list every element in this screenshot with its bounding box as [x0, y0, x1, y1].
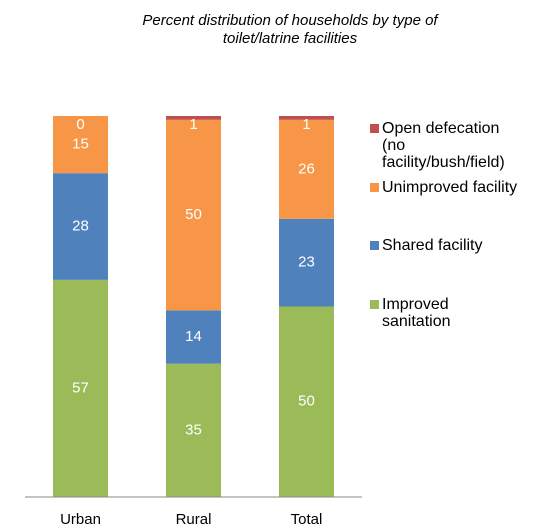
data-label: 28 [72, 217, 89, 234]
legend-swatch [370, 183, 379, 192]
bar-segment [53, 173, 108, 280]
x-tick-label: Total [291, 511, 323, 528]
data-label: 15 [72, 136, 89, 153]
bar-segment [279, 218, 334, 307]
bar-segment [279, 116, 334, 120]
bar-segment [166, 119, 221, 311]
data-label: 0 [76, 116, 84, 133]
x-tick-label: Urban [60, 511, 101, 528]
bar-segment [53, 279, 108, 497]
legend-swatch [370, 300, 379, 309]
data-label: 57 [72, 379, 89, 396]
bar-segment [53, 116, 108, 174]
data-label: 35 [185, 421, 202, 438]
data-label: 50 [185, 206, 202, 223]
x-tick-label: Rural [176, 511, 212, 528]
legend-swatch [370, 241, 379, 250]
bar-segment [166, 310, 221, 364]
data-label: 14 [185, 328, 202, 345]
legend-label: Improved sanitation [382, 296, 451, 330]
data-label: 1 [189, 116, 197, 133]
bar-segment [279, 306, 334, 497]
bar-segment [166, 116, 221, 120]
data-label: 23 [298, 254, 315, 271]
legend-label: Shared facility [382, 237, 483, 254]
legend-label: Open defecation (no facility/bush/field) [382, 120, 505, 171]
legend-label: Unimproved facility [382, 179, 518, 196]
bar-segment [279, 119, 334, 219]
data-label: 50 [298, 393, 315, 410]
data-label: 1 [302, 116, 310, 133]
data-label: 26 [298, 160, 315, 177]
legend-swatch [370, 124, 379, 133]
bar-segment [166, 363, 221, 497]
chart-title: Percent distribution of households by ty… [142, 12, 438, 47]
